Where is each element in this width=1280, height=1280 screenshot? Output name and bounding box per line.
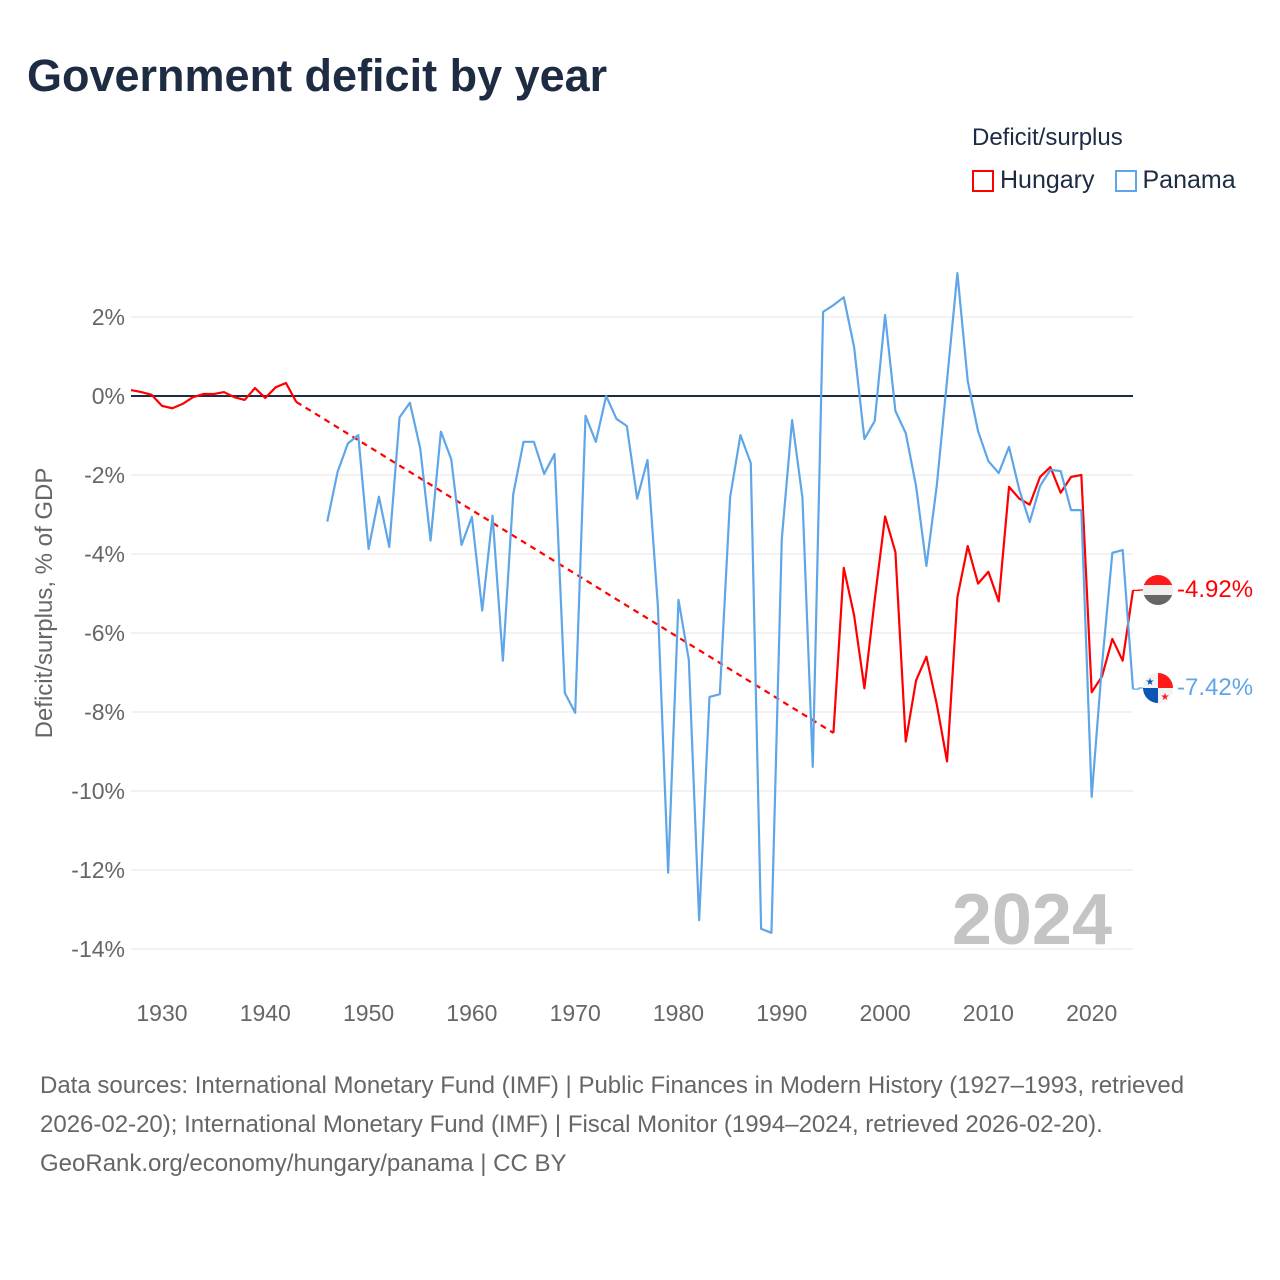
x-tick-label: 1930 — [136, 1000, 187, 1026]
chart-title: Government deficit by year — [27, 50, 608, 101]
x-tick-label: 1950 — [343, 1000, 394, 1026]
x-tick-label: 2010 — [963, 1000, 1014, 1026]
hungary-line — [832, 466, 1135, 763]
x-tick-label: 2020 — [1066, 1000, 1117, 1026]
year-watermark: 2024 — [952, 880, 1112, 960]
chart-plot: 2% 0% -2% -4% -6% -8% -10% -12% -14% 1930 1940 1950… — [31, 272, 1253, 1026]
panama-end-value: -7.42% — [1177, 674, 1253, 701]
x-tick-label: 1990 — [756, 1000, 807, 1026]
legend-item-panama[interactable]: Panama — [1114, 166, 1236, 195]
footer: Data sources: International Monetary Fun… — [40, 1066, 1250, 1183]
y-tick-label: -8% — [84, 699, 125, 725]
y-axis-label: Deficit/surplus, % of GDP — [31, 468, 58, 739]
panama-flag-icon: ★ ★ — [1143, 673, 1173, 703]
legend-title: Deficit/surplus — [972, 124, 1123, 151]
legend-label-hungary: Hungary — [1000, 166, 1095, 194]
series-panama — [326, 272, 1143, 934]
x-tick-label: 1980 — [653, 1000, 704, 1026]
legend: Hungary Panama — [972, 166, 1236, 195]
svg-text:★: ★ — [1161, 692, 1170, 703]
y-tick-label: -12% — [71, 857, 125, 883]
credit-link[interactable]: GeoRank.org/economy/hungary/panama | CC … — [40, 1150, 567, 1177]
y-tick-label: 2% — [92, 304, 125, 330]
panama-line — [326, 272, 1135, 934]
svg-text:★: ★ — [1146, 677, 1155, 688]
y-tick-label: -2% — [84, 462, 125, 488]
data-sources: Data sources: International Monetary Fun… — [40, 1072, 1185, 1138]
legend-label-panama: Panama — [1142, 166, 1236, 194]
hungary-flag-icon — [1143, 575, 1173, 605]
hungary-end-value: -4.92% — [1177, 576, 1253, 603]
y-tick-label: -10% — [71, 778, 125, 804]
legend-swatch-panama — [1114, 169, 1137, 192]
series-hungary — [130, 381, 1143, 763]
end-label-panama: ★ ★ -7.42% — [1143, 673, 1253, 703]
x-tick-label: 1960 — [446, 1000, 497, 1026]
y-tick-label: 0% — [92, 383, 125, 409]
panama-label-connector — [1133, 687, 1143, 690]
x-tick-label: 1970 — [550, 1000, 601, 1026]
x-tick-label: 2000 — [859, 1000, 910, 1026]
y-tick-label: -6% — [84, 620, 125, 646]
legend-item-hungary[interactable]: Hungary — [972, 166, 1095, 195]
x-tick-label: 1940 — [240, 1000, 291, 1026]
y-tick-label: -4% — [84, 541, 125, 567]
legend-swatch-hungary — [972, 169, 994, 192]
end-label-hungary: -4.92% — [1143, 575, 1253, 605]
y-tick-label: -14% — [71, 936, 125, 962]
